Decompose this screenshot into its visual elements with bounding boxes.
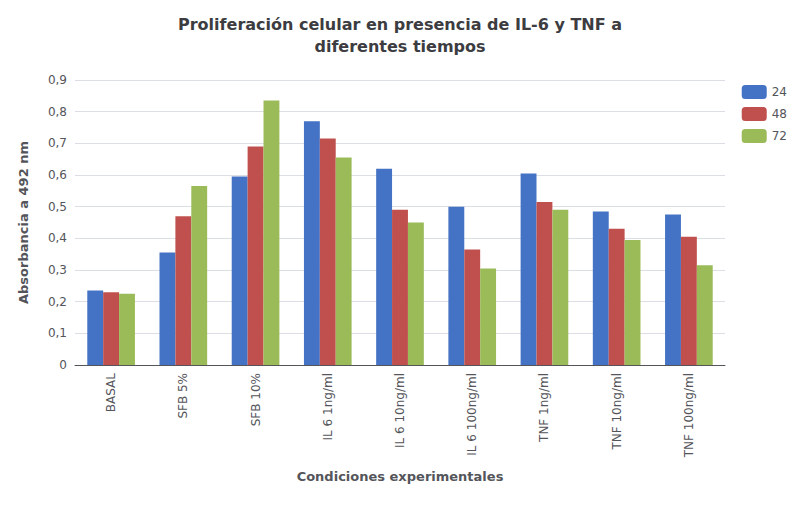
svg-text:0: 0 [59,358,67,372]
svg-text:0,7: 0,7 [48,136,67,150]
svg-text:TNF 100ng/ml: TNF 100ng/ml [682,373,696,458]
svg-text:48: 48 [772,107,787,121]
svg-text:Proliferación celular en prese: Proliferación celular en presencia de IL… [178,15,622,34]
svg-text:IL 6 10ng/ml: IL 6 10ng/ml [393,373,407,448]
svg-text:0,9: 0,9 [48,73,67,87]
svg-text:24: 24 [772,85,787,99]
svg-text:TNF 1ng/ml: TNF 1ng/ml [537,373,551,443]
svg-text:72: 72 [772,129,787,143]
svg-text:0,2: 0,2 [48,295,67,309]
svg-text:diferentes tiempos: diferentes tiempos [314,37,485,56]
svg-text:IL 6 1ng/ml: IL 6 1ng/ml [321,373,335,440]
svg-text:Absorbancia a 492 nm: Absorbancia a 492 nm [16,141,31,304]
svg-text:0,8: 0,8 [48,105,67,119]
svg-text:BASAL: BASAL [104,373,118,412]
svg-text:Condiciones experimentales: Condiciones experimentales [297,469,504,484]
svg-text:0,6: 0,6 [48,168,67,182]
svg-text:IL 6 100ng/ml: IL 6 100ng/ml [465,373,479,456]
svg-text:0,1: 0,1 [48,326,67,340]
svg-text:TNF 10ng/ml: TNF 10ng/ml [610,373,624,451]
svg-text:0,4: 0,4 [48,231,67,245]
svg-text:SFB 10%: SFB 10% [249,373,263,426]
svg-text:0,5: 0,5 [48,200,67,214]
svg-text:0,3: 0,3 [48,263,67,277]
svg-text:SFB 5%: SFB 5% [176,373,190,419]
